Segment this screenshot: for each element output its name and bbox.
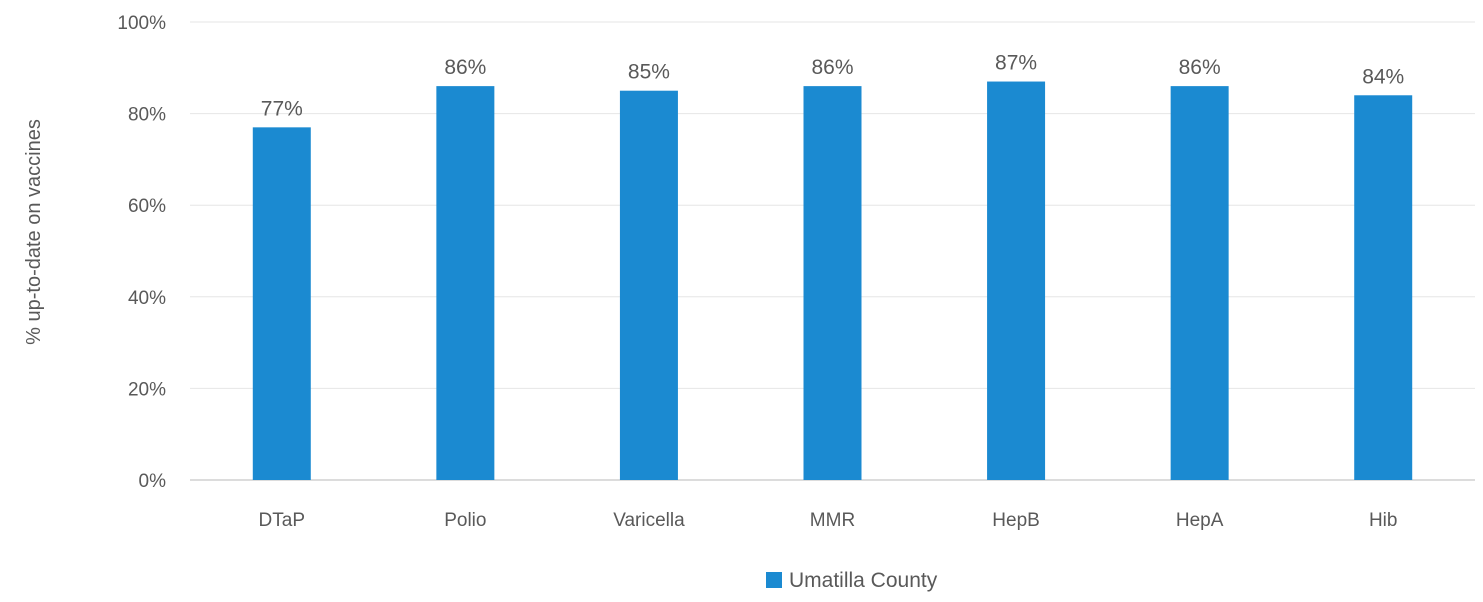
data-label: 87% [995,52,1037,75]
x-tick-label: Polio [444,510,486,531]
bar-mmr [803,86,862,481]
x-axis-ticks: DTaP Polio Varicella MMR HepB HepA Hib [259,510,1398,531]
data-label: 86% [811,56,853,79]
data-label: 85% [628,61,670,84]
bar-hepa [1170,86,1229,481]
y-tick-label: 20% [128,379,166,400]
y-tick-label: 100% [117,13,166,34]
bar-polio [436,86,495,481]
bar-dtap [252,127,311,480]
y-tick-label: 80% [128,105,166,126]
y-tick-label: 0% [139,471,167,492]
x-tick-label: HepB [992,510,1040,531]
x-tick-label: MMR [810,510,855,531]
data-label: 86% [444,56,486,79]
x-tick-label: DTaP [259,510,305,531]
legend-label: Umatilla County [789,569,938,592]
y-axis-title: % up-to-date on vaccines [23,119,45,345]
y-tick-label: 60% [128,196,166,217]
data-label: 84% [1362,65,1404,88]
legend: Umatilla County [766,569,938,592]
x-tick-label: HepA [1176,510,1224,531]
y-axis-ticks: 0% 20% 40% 60% 80% 100% [117,13,166,492]
data-label: 86% [1179,56,1221,79]
bar-varicella [619,90,678,480]
x-tick-label: Hib [1369,510,1398,531]
y-tick-label: 40% [128,288,166,309]
bar-hib [1354,95,1413,480]
bar-hepb [987,81,1046,480]
bars [252,81,1413,481]
legend-swatch [766,572,782,588]
data-labels: 77% 86% 85% 86% 87% 86% 84% [261,52,1404,121]
x-tick-label: Varicella [613,510,685,531]
data-label: 77% [261,97,303,120]
